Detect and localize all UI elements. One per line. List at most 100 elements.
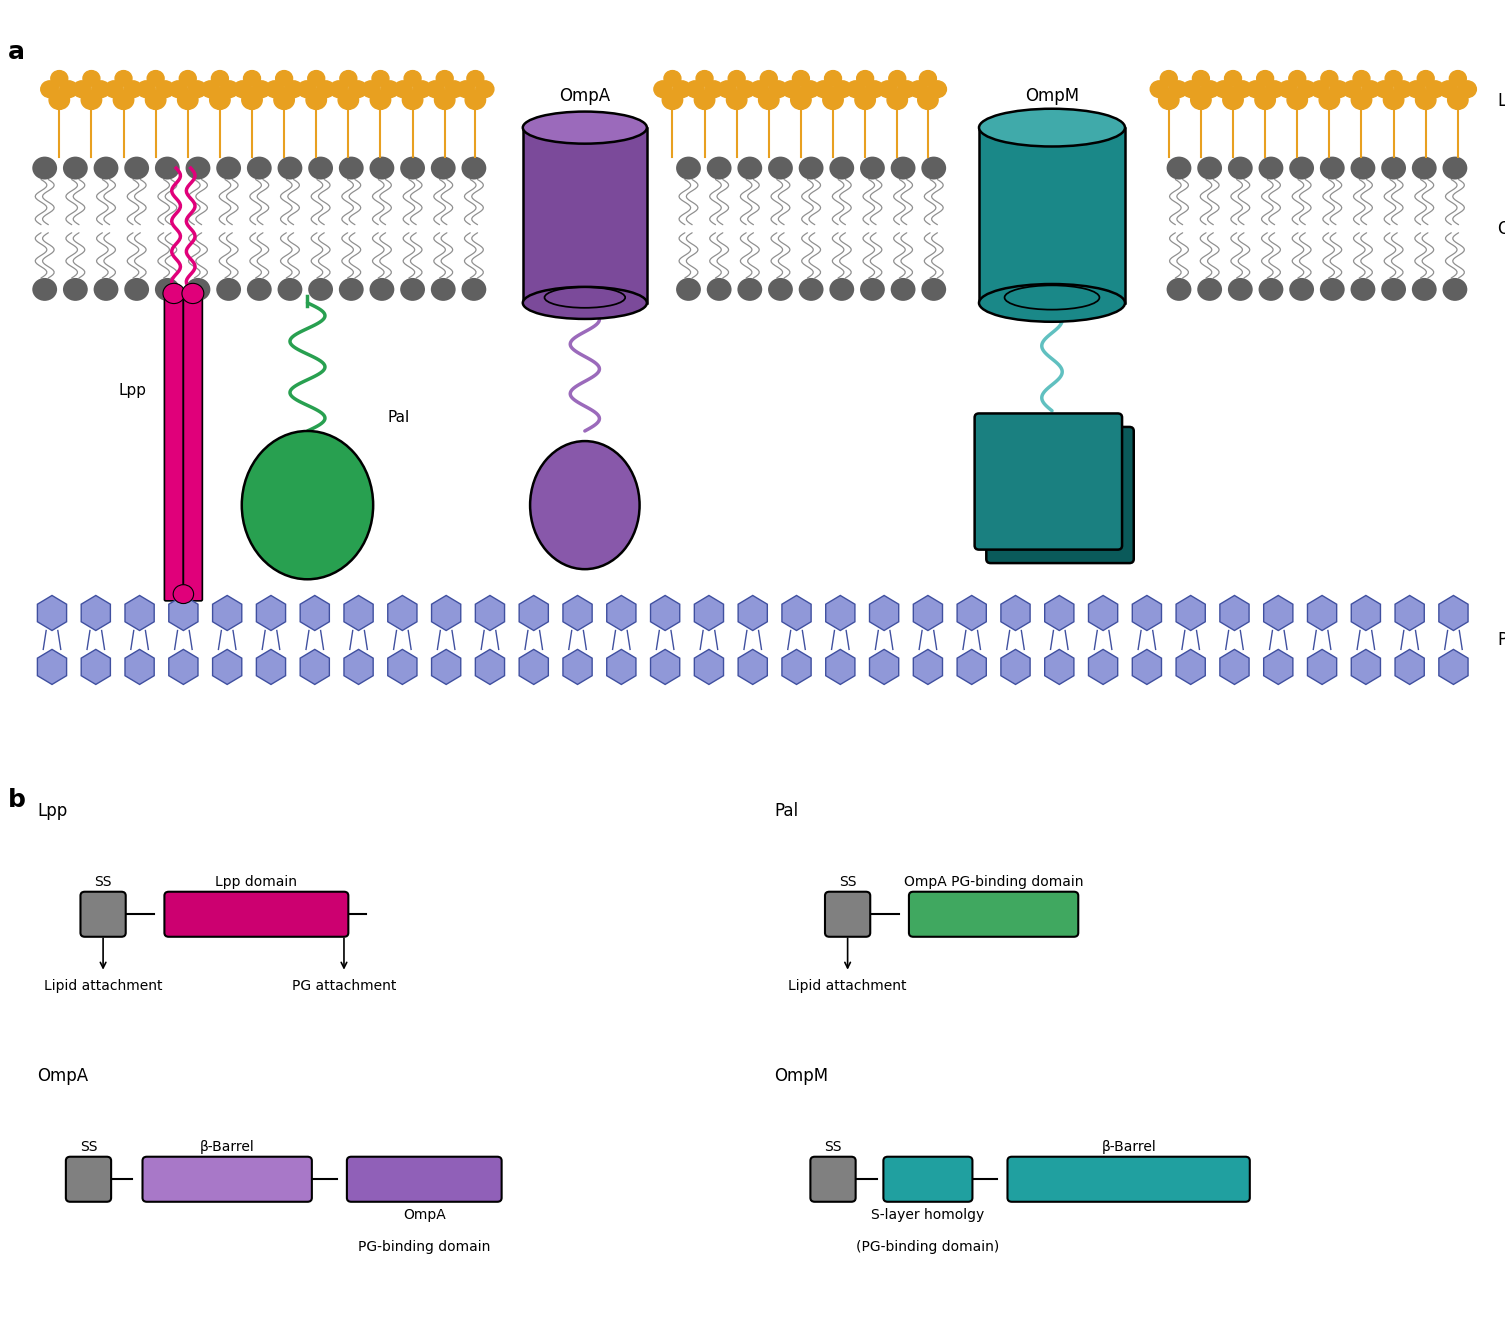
- Polygon shape: [826, 649, 855, 685]
- Polygon shape: [783, 649, 811, 685]
- Circle shape: [1279, 81, 1297, 98]
- Circle shape: [823, 90, 843, 110]
- Circle shape: [307, 70, 325, 86]
- Circle shape: [275, 70, 292, 86]
- Circle shape: [737, 81, 756, 98]
- Circle shape: [1342, 81, 1361, 98]
- FancyBboxPatch shape: [909, 892, 1078, 937]
- Circle shape: [1234, 81, 1252, 98]
- Text: Pal: Pal: [775, 802, 799, 820]
- Circle shape: [1198, 278, 1222, 301]
- Circle shape: [253, 81, 271, 98]
- Circle shape: [1394, 81, 1412, 98]
- Circle shape: [1383, 90, 1404, 110]
- FancyBboxPatch shape: [810, 1157, 856, 1202]
- Text: Lipid attachment: Lipid attachment: [789, 979, 908, 994]
- Polygon shape: [1132, 595, 1162, 631]
- Circle shape: [426, 81, 444, 98]
- FancyBboxPatch shape: [164, 892, 348, 937]
- Polygon shape: [256, 649, 286, 685]
- Circle shape: [339, 90, 358, 110]
- Ellipse shape: [242, 431, 373, 579]
- Circle shape: [185, 278, 211, 301]
- Text: PG attachment: PG attachment: [292, 979, 396, 994]
- Polygon shape: [38, 649, 66, 685]
- Circle shape: [125, 278, 149, 301]
- Circle shape: [1228, 278, 1252, 301]
- Circle shape: [1288, 70, 1306, 86]
- Polygon shape: [476, 649, 504, 685]
- Circle shape: [1416, 90, 1436, 110]
- Circle shape: [178, 90, 199, 110]
- Circle shape: [829, 278, 855, 301]
- Circle shape: [284, 81, 303, 98]
- Circle shape: [309, 156, 333, 179]
- Polygon shape: [607, 595, 637, 631]
- Circle shape: [179, 70, 196, 86]
- Text: OmpA: OmpA: [560, 86, 611, 105]
- Polygon shape: [432, 595, 461, 631]
- Polygon shape: [81, 595, 110, 631]
- Circle shape: [1228, 156, 1252, 179]
- Text: SS: SS: [838, 874, 856, 889]
- Circle shape: [704, 81, 722, 98]
- Circle shape: [1198, 156, 1222, 179]
- Polygon shape: [1132, 649, 1162, 685]
- Polygon shape: [870, 649, 898, 685]
- Circle shape: [856, 70, 873, 86]
- Polygon shape: [826, 595, 855, 631]
- Circle shape: [1382, 278, 1406, 301]
- Circle shape: [92, 81, 110, 98]
- Circle shape: [370, 278, 394, 301]
- Circle shape: [50, 90, 69, 110]
- Circle shape: [814, 81, 832, 98]
- Circle shape: [220, 81, 238, 98]
- Circle shape: [783, 81, 801, 98]
- Polygon shape: [694, 595, 724, 631]
- Polygon shape: [1044, 649, 1075, 685]
- Ellipse shape: [980, 109, 1126, 147]
- Circle shape: [146, 90, 166, 110]
- Circle shape: [394, 81, 412, 98]
- Circle shape: [1350, 278, 1376, 301]
- Polygon shape: [169, 649, 199, 685]
- Text: Lpp domain: Lpp domain: [215, 874, 298, 889]
- Text: PG-binding domain: PG-binding domain: [358, 1240, 491, 1255]
- Circle shape: [686, 81, 704, 98]
- Circle shape: [185, 156, 211, 179]
- Circle shape: [790, 90, 811, 110]
- Circle shape: [372, 70, 388, 86]
- Circle shape: [233, 81, 251, 98]
- Circle shape: [93, 156, 119, 179]
- Circle shape: [173, 584, 194, 604]
- Circle shape: [1442, 156, 1467, 179]
- Text: a: a: [8, 40, 26, 64]
- Polygon shape: [169, 595, 199, 631]
- Circle shape: [727, 90, 746, 110]
- Circle shape: [274, 90, 295, 110]
- Circle shape: [430, 156, 456, 179]
- Circle shape: [1215, 81, 1233, 98]
- Polygon shape: [1439, 595, 1467, 631]
- Circle shape: [1320, 156, 1344, 179]
- Circle shape: [41, 81, 59, 98]
- Polygon shape: [81, 649, 110, 685]
- Circle shape: [445, 81, 464, 98]
- Circle shape: [1311, 81, 1329, 98]
- Polygon shape: [256, 595, 286, 631]
- Polygon shape: [563, 649, 591, 685]
- Circle shape: [316, 81, 334, 98]
- FancyBboxPatch shape: [975, 413, 1123, 550]
- Text: Lpp: Lpp: [119, 383, 147, 397]
- Circle shape: [664, 70, 680, 86]
- Circle shape: [1150, 81, 1168, 98]
- Circle shape: [676, 278, 701, 301]
- Circle shape: [1192, 70, 1210, 86]
- Text: b: b: [8, 788, 26, 812]
- Circle shape: [182, 284, 203, 303]
- Circle shape: [834, 81, 852, 98]
- Circle shape: [891, 156, 915, 179]
- Circle shape: [349, 81, 367, 98]
- Polygon shape: [914, 595, 942, 631]
- Circle shape: [697, 70, 713, 86]
